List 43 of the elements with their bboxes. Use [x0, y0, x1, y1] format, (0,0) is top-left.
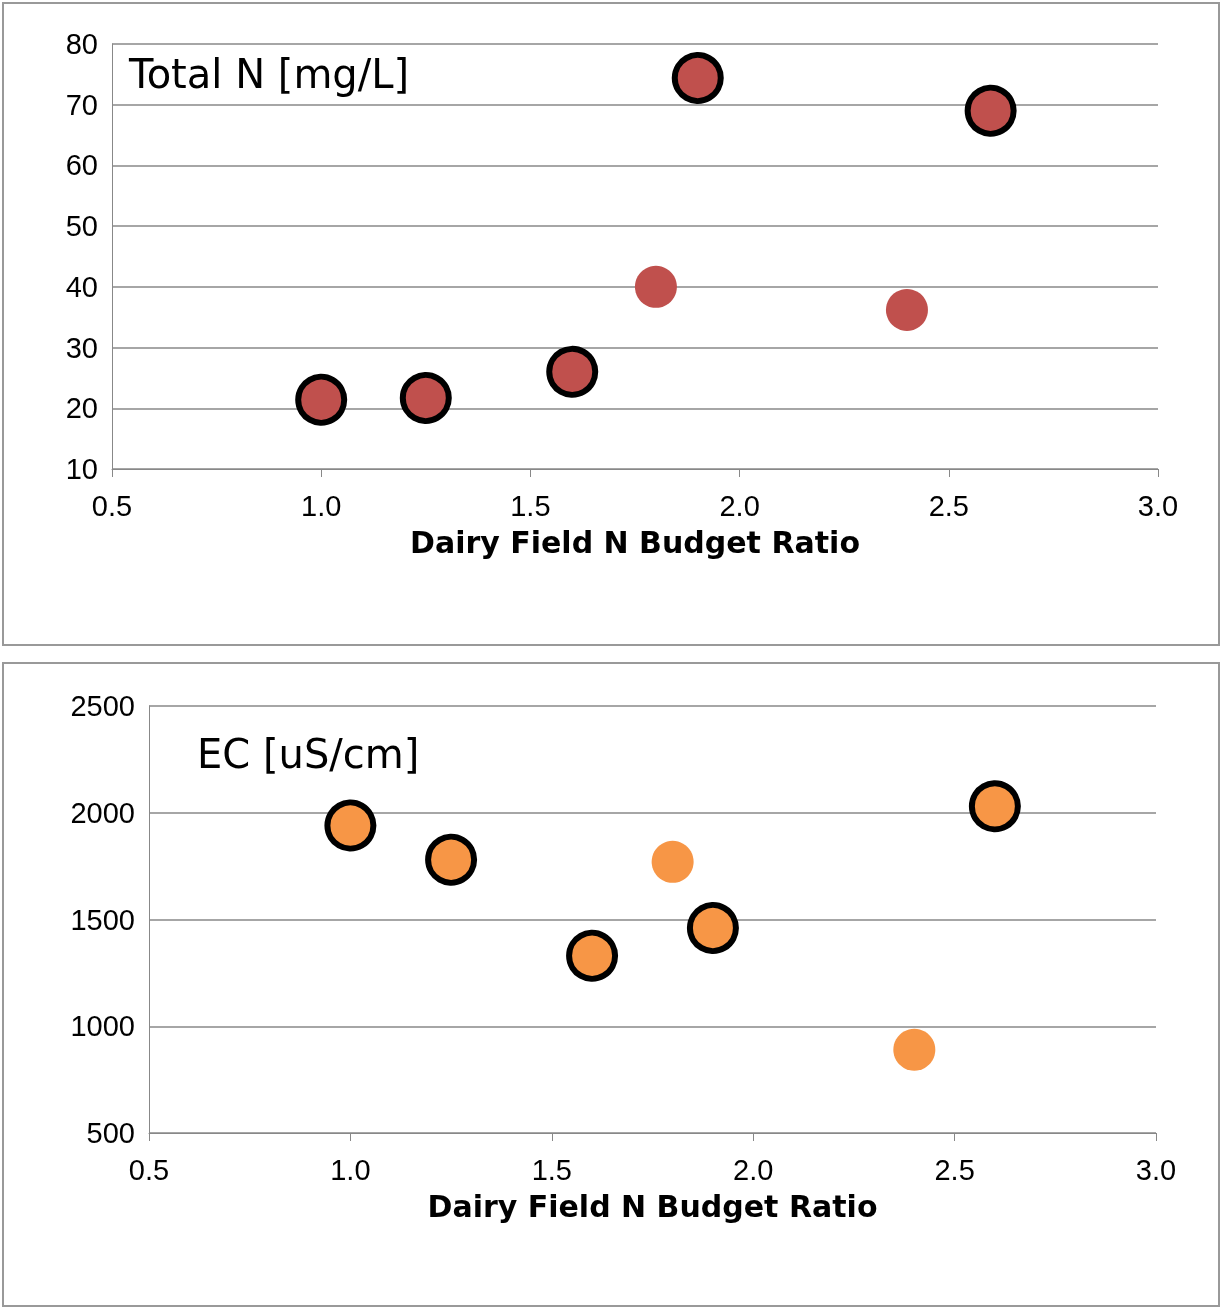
y-tick-label: 2000 — [70, 796, 135, 829]
point — [399, 371, 452, 424]
point — [324, 799, 377, 852]
point — [634, 265, 677, 308]
y-tick-label: 80 — [65, 28, 98, 60]
y-tick-label: 2500 — [70, 690, 135, 722]
x-tick-label: 1.0 — [330, 1153, 371, 1186]
point — [295, 373, 348, 426]
x-tick-label: 2.5 — [928, 489, 969, 522]
x-tick-label: 2.0 — [719, 489, 760, 522]
x-tick-label: 1.5 — [510, 489, 551, 522]
x-tick-label: 2.0 — [733, 1153, 774, 1186]
y-tick-label: 1500 — [70, 903, 135, 936]
point — [651, 840, 694, 883]
x-tick-label: 1.0 — [301, 489, 342, 522]
point — [425, 833, 478, 886]
point — [546, 345, 599, 398]
y-tick-label: 10 — [65, 453, 98, 485]
y-tick-label: 20 — [65, 392, 98, 425]
point — [886, 288, 928, 331]
x-tick-label: 2.5 — [934, 1153, 975, 1186]
x-axis-title: Dairy Field N Budget Ratio — [410, 524, 860, 560]
y-tick-label: 1000 — [70, 1010, 135, 1043]
x-tick-label: 3.0 — [1135, 1153, 1177, 1186]
x-tick-label: 0.5 — [128, 1153, 170, 1186]
point — [964, 84, 1017, 137]
point — [671, 52, 724, 104]
x-axis-title: Dairy Field N Budget Ratio — [427, 1188, 878, 1224]
y-tick-label: 50 — [65, 210, 98, 243]
point — [968, 780, 1021, 833]
chart-title: Total N [mg/L] — [128, 51, 410, 97]
y-tick-label: 30 — [65, 331, 98, 364]
y-tick-label: 500 — [86, 1117, 135, 1149]
x-tick-label: 1.5 — [531, 1153, 572, 1186]
x-tick-label: 3.0 — [1137, 489, 1179, 522]
y-tick-label: 60 — [65, 149, 98, 182]
text: EC [uS/cm] — [197, 731, 420, 777]
point — [566, 929, 619, 982]
point — [893, 1028, 936, 1071]
y-tick-label: 70 — [65, 88, 98, 121]
point — [686, 902, 739, 955]
y-tick-label: 40 — [65, 270, 98, 303]
x-tick-label: 0.5 — [91, 489, 133, 522]
